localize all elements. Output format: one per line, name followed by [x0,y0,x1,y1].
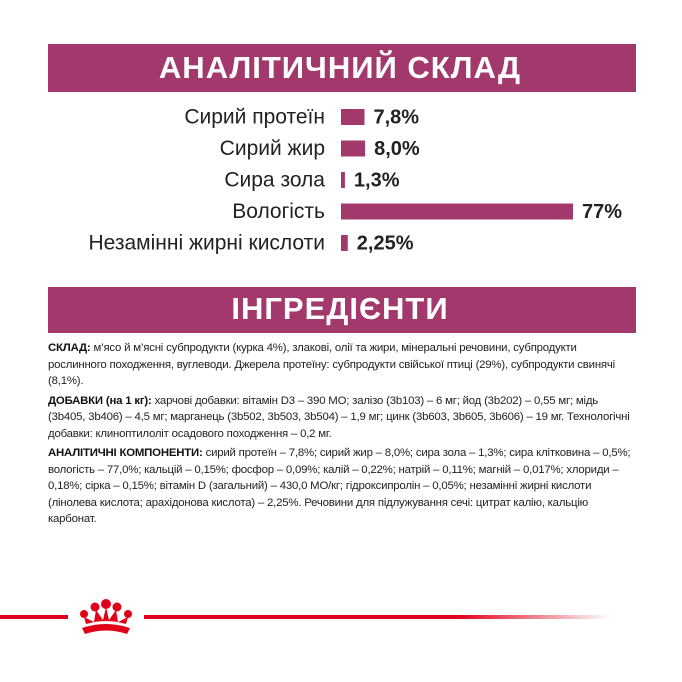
paragraph-text: сирий протеїн – 7,8%; сирий жир – 8,0%; … [48,447,631,525]
bar [341,109,365,125]
value-label: 2,25% [357,232,414,254]
bar [341,203,573,220]
bar [341,172,345,188]
chart-title: АНАЛІТИЧНИЙ СКЛАД [159,49,521,85]
value-label: 7,8% [374,106,420,128]
paragraph-text: м’ясо й м’ясні субпродукти (курка 4%), з… [48,342,615,387]
category-label: Сира зола [224,169,325,192]
value-label: 77% [582,201,622,223]
paragraph: АНАЛІТИЧНІ КОМПОНЕНТИ: сирий протеїн – 7… [48,445,638,528]
paragraph: СКЛАД: м’ясо й м’ясні субпродукти (курка… [48,340,638,390]
title-band [48,44,636,92]
ingredients-text: СКЛАД: м’ясо й м’ясні субпродукти (курка… [48,340,638,531]
value-label: 1,3% [354,169,400,191]
value-label: 8,0% [374,138,420,160]
logo [68,596,144,640]
divider [0,615,610,619]
title-band [48,287,636,333]
paragraph-label: ДОБАВКИ (на 1 кг): [48,394,152,407]
category-label: Сирий жир [220,137,325,160]
paragraph-label: СКЛАД: [48,342,91,354]
category-label: Вологість [232,200,325,223]
paragraph-label: АНАЛІТИЧНІ КОМПОНЕНТИ: [48,447,203,459]
category-label: Незамінні жирні кислоти [88,232,325,255]
section-title: ІНГРЕДІЄНТИ [231,291,448,326]
paragraph: ДОБАВКИ (на 1 кг): харчові добавки: віта… [48,393,638,443]
paragraph-text: харчові добавки: вітамін D3 – 390 МО; за… [48,394,630,440]
bar [341,140,366,157]
category-label: Сирий протеїн [184,106,325,129]
bar [341,235,348,251]
